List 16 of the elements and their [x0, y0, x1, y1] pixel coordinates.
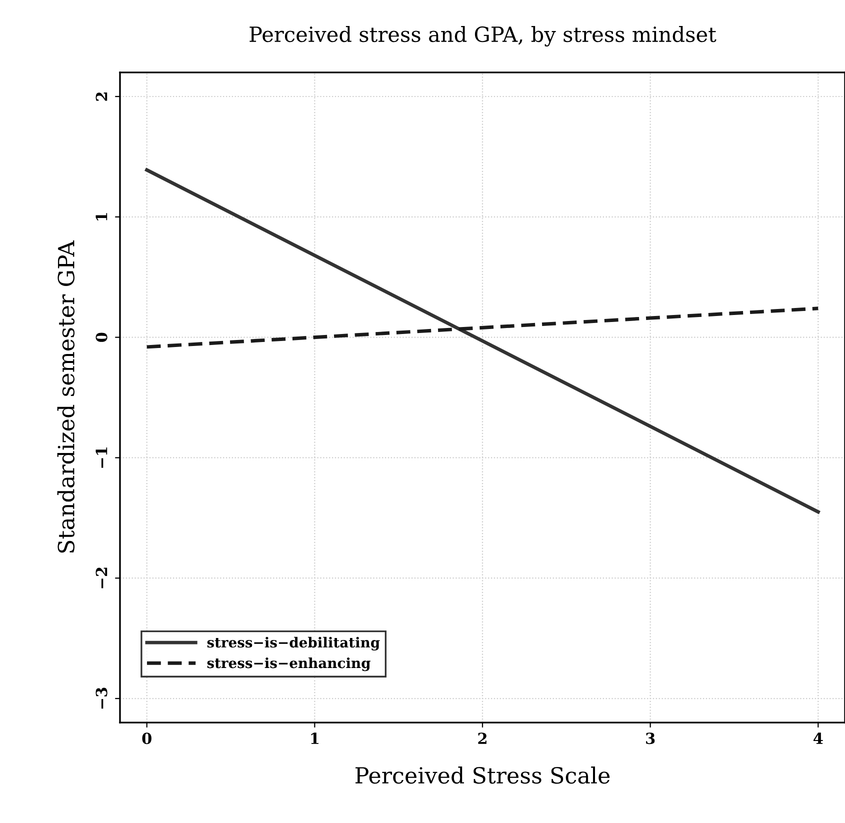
y-tick-label: −3 [96, 688, 108, 709]
y-tick-label: 0 [96, 332, 108, 342]
x-tick-label: 1 [311, 732, 318, 744]
x-tick-label: 0 [142, 732, 152, 744]
legend-label: stress−is−enhancing [207, 657, 370, 672]
y-tick-label: 1 [96, 213, 108, 220]
y-tick-label: 2 [96, 92, 108, 101]
y-axis-title: Standardized semester GPA [57, 240, 75, 553]
chart-title: Perceived stress and GPA, by stress mindset [250, 26, 716, 46]
x-tick-label: 3 [646, 732, 655, 744]
y-tick-label: −1 [96, 448, 108, 468]
legend-label: stress−is−debilitating [207, 636, 380, 650]
x-axis-title: Perceived Stress Scale [356, 766, 610, 784]
x-tick-label: 4 [813, 732, 823, 744]
x-tick-label: 2 [478, 732, 486, 744]
y-tick-label: −2 [96, 568, 108, 588]
